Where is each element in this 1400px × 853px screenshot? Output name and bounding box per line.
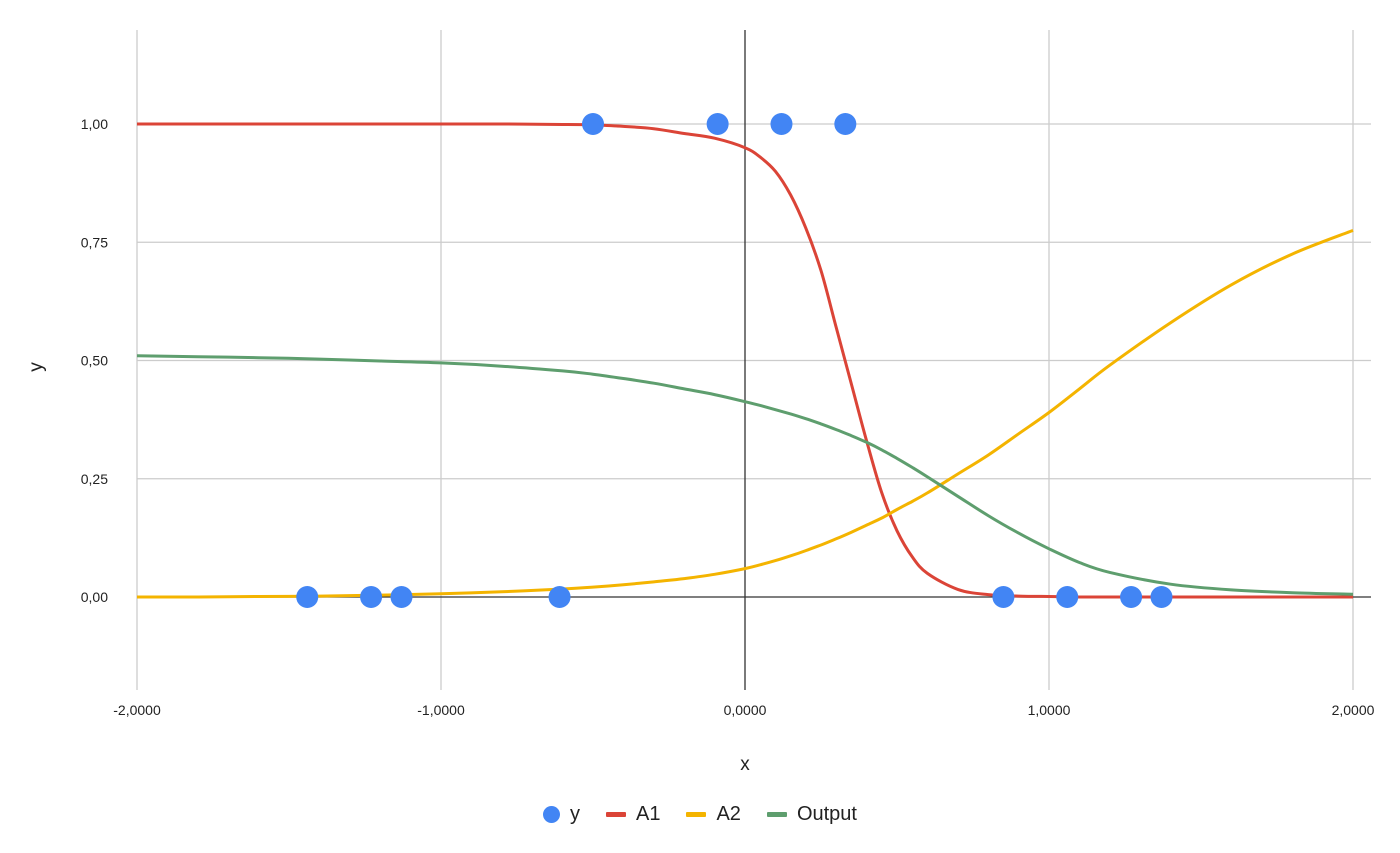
x-tick-label: -2,0000 [113, 702, 161, 718]
scatter-point [1120, 586, 1143, 608]
scatter-points [296, 113, 1173, 608]
scatter-point [706, 113, 729, 135]
x-tick-label: 1,0000 [1028, 702, 1071, 718]
legend-swatch [686, 811, 707, 817]
legend-label: A2 [716, 802, 741, 825]
legend-label: Output [796, 802, 857, 825]
scatter-point [360, 586, 383, 608]
legend-label: y [570, 802, 580, 825]
scatter-point [770, 113, 793, 135]
scatter-point [1056, 586, 1079, 608]
y-tick-label: 0,00 [81, 589, 108, 605]
y-axis-title: y [26, 362, 47, 372]
legend-item-a2: A2 [686, 802, 741, 826]
series-line-output [136, 354, 1354, 596]
series-line-a1 [137, 122, 1353, 599]
legend-swatch [543, 805, 560, 823]
x-axis-title: x [740, 754, 750, 775]
series [136, 122, 1354, 599]
scatter-point [548, 586, 571, 608]
scatter-point [992, 586, 1015, 608]
x-tick-label: 2,0000 [1332, 702, 1375, 718]
y-tick-label: 0,75 [81, 234, 108, 250]
legend-swatch [606, 811, 626, 817]
x-tick-label: -1,0000 [417, 702, 465, 718]
tick-labels: -2,0000 -1,0000 0,0000 1,0000 2,0000 0,00 0,25… [81, 116, 1375, 718]
y-tick-label: 1,00 [81, 116, 108, 132]
legend-item-output: Output [766, 802, 857, 826]
x-tick-label: 0,0000 [724, 702, 767, 718]
series-line-a2 [136, 229, 1354, 599]
legend-item-a1: A1 [606, 803, 660, 826]
scatter-point [1150, 586, 1173, 608]
legend-swatch [766, 811, 787, 817]
scatter-point [582, 113, 604, 135]
scatter-point [390, 586, 413, 608]
y-tick-label: 0,25 [81, 471, 108, 487]
scatter-point [834, 113, 857, 135]
legend-label: A1 [636, 802, 661, 825]
legend-item-y: y [543, 803, 580, 826]
legend: y A1 A2 Output [0, 798, 1400, 830]
scatter-point [296, 586, 319, 608]
y-tick-label: 0,50 [81, 353, 108, 369]
